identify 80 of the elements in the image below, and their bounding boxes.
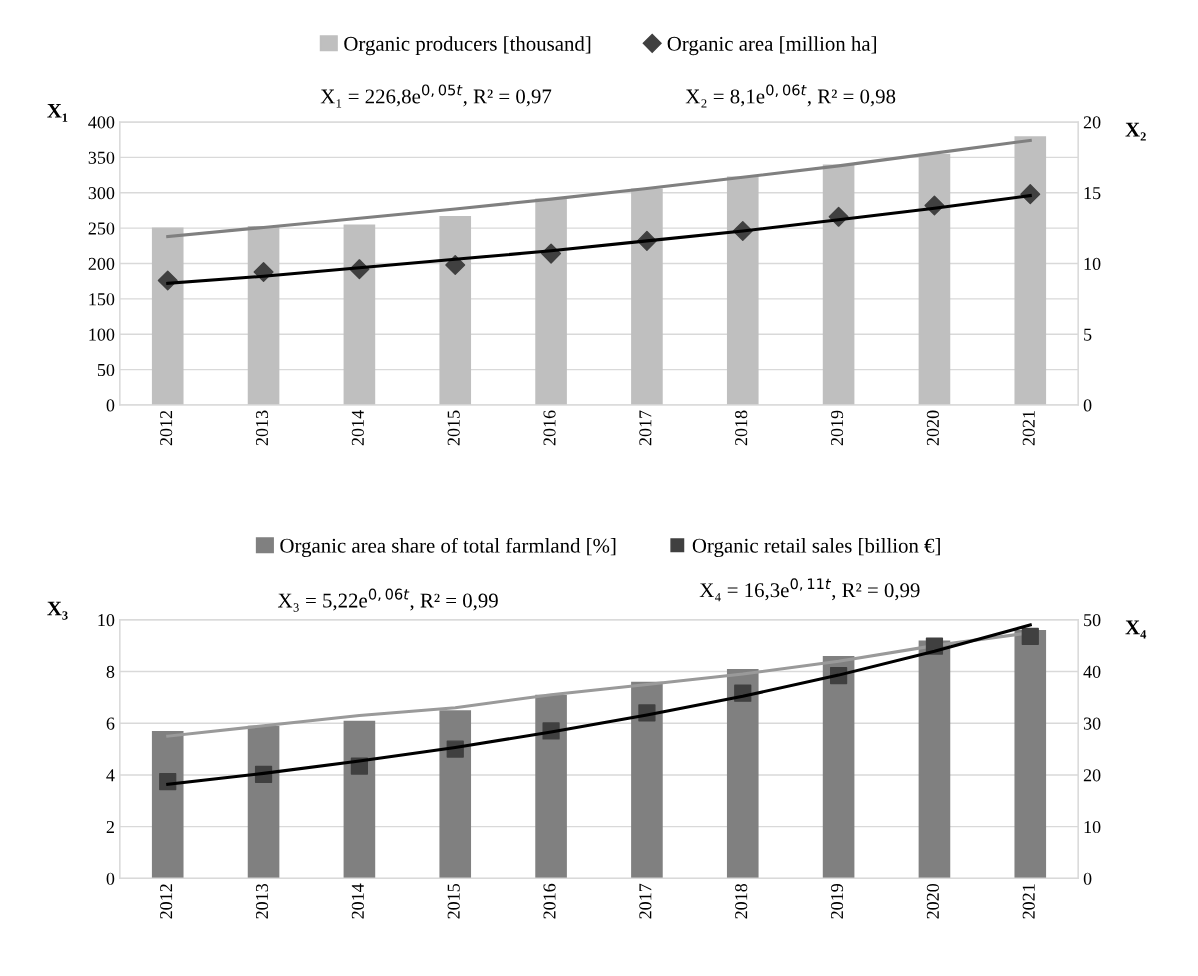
y2-tick-label: 5 xyxy=(1084,328,1092,341)
y-tick-label: 200 xyxy=(88,257,115,270)
y-tick-label: 8 xyxy=(106,665,115,678)
bar xyxy=(439,710,472,879)
y-tick-label: 6 xyxy=(106,717,115,730)
line-series xyxy=(166,138,1032,239)
x-tick-label: 2012 xyxy=(160,884,173,919)
x-tick-label: 2015 xyxy=(447,410,460,446)
bar xyxy=(631,188,663,406)
x-tick-label: 2013 xyxy=(255,883,269,919)
bar xyxy=(822,655,855,879)
x-tick-label: 2016 xyxy=(543,883,556,919)
y2-tick-label: 20 xyxy=(1083,116,1101,129)
bar xyxy=(822,164,855,406)
y2-tick-label: 40 xyxy=(1083,665,1101,678)
legend-label: Organic area share of total farmland [%] xyxy=(280,537,616,558)
y-tick-label: 400 xyxy=(88,116,115,129)
y-tick-label: 250 xyxy=(88,222,115,235)
x-tick-label: 2020 xyxy=(926,410,939,446)
text: X₁ = 226,8e$^{0,05t}$, R² = 0,97 xyxy=(320,84,552,108)
x-tick-label: 2021 xyxy=(1022,884,1035,919)
y-tick-label: 0 xyxy=(106,872,115,885)
y2-tick-label: 30 xyxy=(1083,717,1101,730)
bar xyxy=(918,153,951,406)
bar xyxy=(1014,136,1047,406)
bar xyxy=(726,668,759,879)
bar xyxy=(343,720,376,879)
x-tick-label: 2019 xyxy=(830,410,844,446)
x-tick-label: 2014 xyxy=(351,410,364,446)
y-tick-label: 4 xyxy=(106,769,115,782)
bar xyxy=(1014,630,1047,879)
y2-tick-label: 50 xyxy=(1084,614,1101,627)
x-tick-label: 2016 xyxy=(543,410,556,446)
x-tick-label: 2014 xyxy=(351,883,364,919)
point xyxy=(1021,627,1039,645)
x-tick-label: 2020 xyxy=(926,883,939,919)
x-tick-label: 2012 xyxy=(160,410,173,446)
bar xyxy=(151,227,184,406)
y2-axis-title: X₄ xyxy=(1125,620,1147,639)
y-tick-label: 0 xyxy=(106,399,115,412)
text: X₄ = 16,3e$^{0,11t}$, R² = 0,99 xyxy=(699,578,920,602)
y2-tick-label: 15 xyxy=(1084,187,1101,200)
x-tick-label: 2018 xyxy=(735,883,748,919)
y2-tick-label: 10 xyxy=(1084,820,1101,834)
y2-axis-title: X₂ xyxy=(1125,122,1146,141)
x-tick-label: 2019 xyxy=(830,884,844,919)
y2-tick-label: 10 xyxy=(1084,257,1101,270)
legend-label: Organic retail sales [billion €] xyxy=(692,538,940,558)
bar xyxy=(726,176,759,406)
x-tick-label: 2015 xyxy=(447,883,460,919)
legend-label: Organic producers [thousand] xyxy=(344,36,591,56)
bar xyxy=(247,725,280,879)
y2-tick-label: 20 xyxy=(1083,769,1101,782)
y-axis-title: X₃ xyxy=(47,601,68,620)
y-tick-label: 100 xyxy=(89,328,115,341)
bar xyxy=(247,226,280,406)
x-tick-label: 2021 xyxy=(1022,410,1035,446)
y-tick-label: 50 xyxy=(97,363,115,377)
y2-tick-label: 0 xyxy=(1083,872,1092,885)
y-tick-label: 350 xyxy=(88,151,115,164)
x-tick-label: 2017 xyxy=(639,883,652,919)
text: X₂ = 8,1e$^{0,06t}$, R² = 0,98 xyxy=(685,84,896,108)
bar xyxy=(535,198,567,406)
text: X₃ = 5,22e$^{0,06t}$, R² = 0,99 xyxy=(277,588,498,612)
x-tick-label: 2017 xyxy=(639,410,652,446)
y-tick-label: 10 xyxy=(98,614,115,627)
x-tick-label: 2013 xyxy=(255,410,269,446)
bar xyxy=(535,694,567,879)
x-tick-label: 2018 xyxy=(735,410,748,446)
bar xyxy=(439,216,472,406)
legend-label: Organic area [million ha] xyxy=(667,36,876,56)
bar xyxy=(343,224,376,406)
y-tick-label: 2 xyxy=(106,820,114,833)
bar xyxy=(631,681,663,879)
y2-tick-label: 0 xyxy=(1083,399,1092,412)
y-tick-label: 300 xyxy=(88,187,115,200)
bar xyxy=(151,730,184,879)
y-axis-title: X₁ xyxy=(47,103,68,122)
bar xyxy=(918,640,951,879)
y-tick-label: 150 xyxy=(89,293,115,306)
